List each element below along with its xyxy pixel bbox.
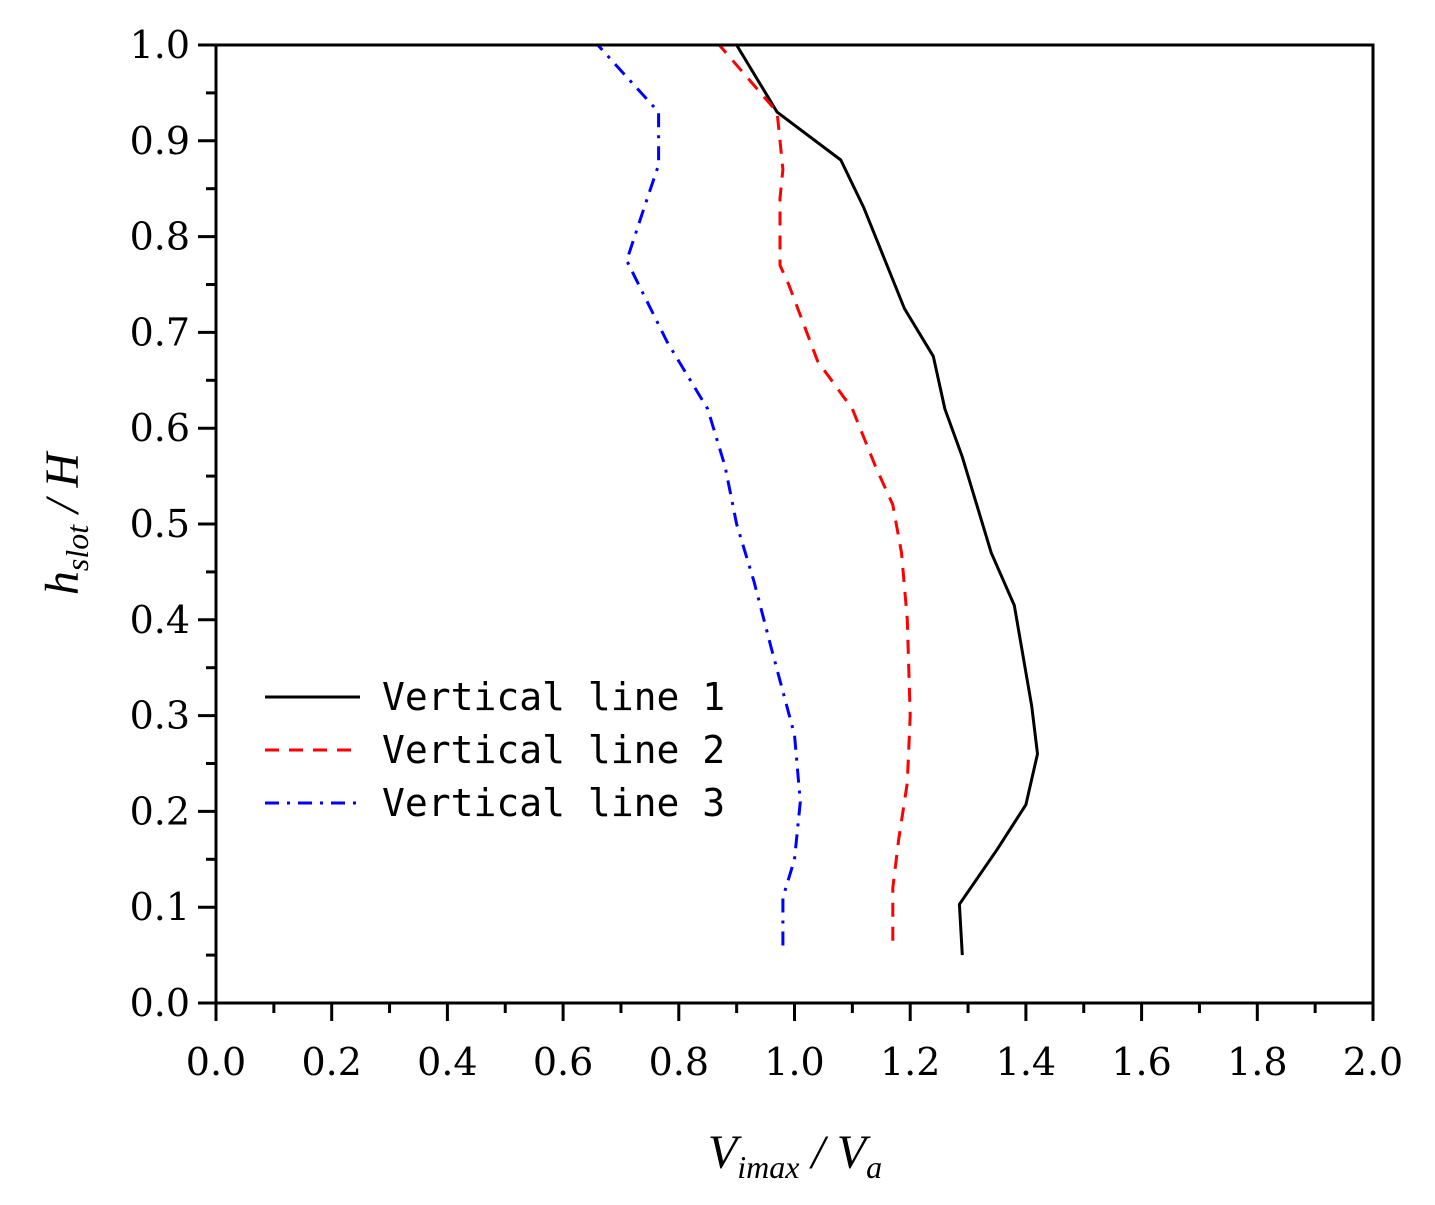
plot-area-frame: [214, 43, 1375, 1005]
x-tick-label: 1.8: [1227, 1040, 1287, 1084]
legend-label-2: Vertical line 2: [382, 728, 725, 772]
x-axis-title-sub2: a: [866, 1149, 882, 1185]
y-tick-label: 0.2: [130, 789, 190, 833]
series-lines: [596, 43, 1039, 956]
x-tick-label: 1.2: [880, 1040, 940, 1084]
y-tick-label: 0.7: [130, 310, 190, 354]
x-tick-label: 0.2: [301, 1040, 361, 1084]
y-axis-title: hslot / H: [36, 451, 95, 596]
y-axis-title-sub: slot: [59, 524, 95, 571]
tick-labels: 0.0 0.2 0.4 0.6 0.8 1.0 1.2 1.4 1.6 1.8 2.0 0.0 0.1 0…: [130, 23, 1404, 1084]
y-tick-label: 1.0: [130, 23, 190, 67]
y-tick-label: 0.4: [130, 598, 190, 642]
y-axis-title-main2: H: [36, 451, 89, 489]
y-tick-label: 0.3: [130, 694, 190, 738]
legend-label-3: Vertical line 3: [382, 781, 725, 825]
series-line-1: [735, 44, 1039, 956]
ticks: [198, 43, 1375, 1021]
series-line-3: [596, 43, 802, 946]
x-tick-label: 0.6: [533, 1040, 593, 1084]
series-line-2: [718, 44, 912, 941]
x-tick-label: 2.0: [1343, 1040, 1403, 1084]
y-axis-title-main: h: [36, 571, 89, 595]
y-tick-label: 0.1: [130, 885, 190, 929]
legend-label-1: Vertical line 1: [382, 675, 725, 719]
x-tick-label: 0.0: [186, 1040, 246, 1084]
y-tick-label: 0.8: [130, 215, 190, 259]
y-tick-label: 0.5: [130, 502, 190, 546]
x-tick-label: 0.8: [649, 1040, 709, 1084]
x-axis-title: Vimax / Va: [708, 1126, 882, 1185]
x-axis-title-sub: imax: [737, 1149, 799, 1185]
y-axis-title-sep: /: [36, 488, 89, 525]
x-tick-label: 1.4: [996, 1040, 1056, 1084]
x-tick-label: 0.4: [417, 1040, 477, 1084]
x-tick-label: 1.6: [1111, 1040, 1171, 1084]
legend: Vertical line 1 Vertical line 2 Vertical l…: [265, 675, 725, 825]
y-tick-label: 0.9: [130, 119, 190, 163]
x-axis-title-main: V: [708, 1126, 742, 1179]
x-tick-label: 1.0: [764, 1040, 824, 1084]
y-tick-label: 0.6: [130, 406, 190, 450]
x-axis-title-sep: /: [799, 1126, 836, 1179]
y-tick-label: 0.0: [130, 981, 190, 1025]
x-axis-title-main2: V: [837, 1126, 871, 1179]
